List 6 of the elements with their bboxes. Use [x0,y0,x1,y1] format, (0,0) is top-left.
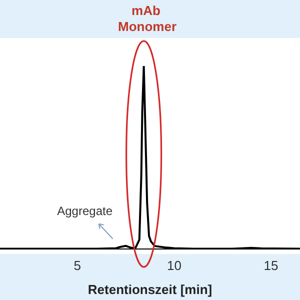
x-axis-title: Retentionszeit [min] [88,282,212,297]
x-tick-label: 5 [74,258,82,274]
annotation: Aggregate [57,204,113,218]
x-tick-label: 10 [166,258,182,274]
x-tick-label: 15 [264,258,278,274]
chart-title: mAb Monomer [118,3,176,35]
